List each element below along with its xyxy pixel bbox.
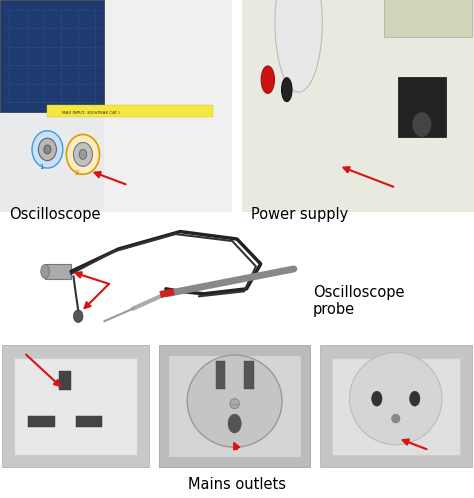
- Text: Power supply: Power supply: [251, 207, 348, 222]
- Bar: [47, 105, 213, 117]
- Ellipse shape: [261, 66, 274, 94]
- Text: Oscilloscope
probe: Oscilloscope probe: [313, 285, 404, 318]
- Bar: [384, 0, 472, 37]
- Ellipse shape: [187, 355, 282, 447]
- Bar: [0, 0, 232, 212]
- Ellipse shape: [228, 414, 241, 433]
- Bar: [242, 0, 474, 212]
- Ellipse shape: [73, 142, 92, 166]
- Bar: [28, 416, 55, 427]
- Text: Mains outlets: Mains outlets: [188, 477, 286, 492]
- Bar: [2, 345, 149, 467]
- Ellipse shape: [41, 264, 49, 278]
- Ellipse shape: [38, 138, 56, 160]
- Ellipse shape: [410, 391, 420, 406]
- Bar: [104, 0, 232, 212]
- Text: Oscilloscope: Oscilloscope: [9, 207, 101, 222]
- Ellipse shape: [44, 145, 51, 154]
- Bar: [216, 362, 225, 388]
- Ellipse shape: [32, 130, 63, 168]
- Bar: [0, 0, 104, 112]
- Text: 1: 1: [39, 164, 44, 170]
- Bar: [398, 77, 446, 137]
- Ellipse shape: [79, 149, 87, 159]
- Text: MAX INPUT: 300VPEAK CAT I: MAX INPUT: 300VPEAK CAT I: [62, 111, 119, 115]
- Bar: [168, 355, 301, 457]
- Bar: [45, 264, 71, 279]
- Text: 2: 2: [74, 170, 79, 176]
- Ellipse shape: [66, 134, 100, 174]
- Bar: [332, 358, 460, 455]
- Bar: [59, 371, 71, 390]
- Ellipse shape: [350, 353, 442, 445]
- Ellipse shape: [372, 391, 382, 406]
- Ellipse shape: [282, 78, 292, 102]
- Ellipse shape: [275, 0, 322, 92]
- Ellipse shape: [230, 398, 239, 408]
- Bar: [159, 345, 310, 467]
- Bar: [244, 362, 254, 388]
- Ellipse shape: [412, 112, 431, 137]
- Bar: [320, 345, 472, 467]
- Bar: [76, 416, 102, 427]
- Bar: [14, 358, 137, 455]
- Ellipse shape: [73, 310, 83, 323]
- Ellipse shape: [392, 414, 400, 423]
